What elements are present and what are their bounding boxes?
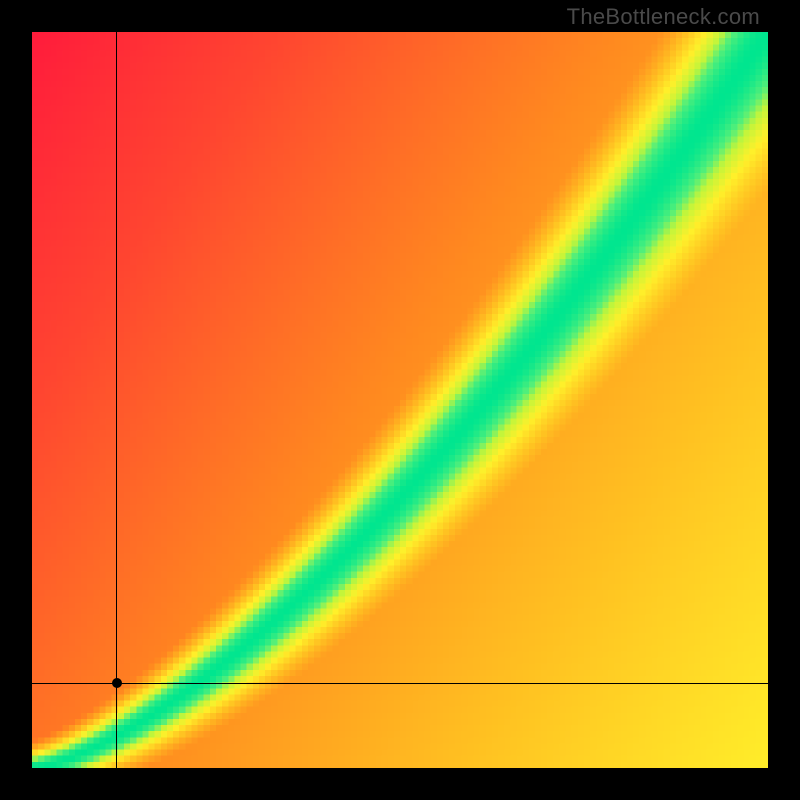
crosshair-horizontal [32,683,768,684]
heatmap-canvas [32,32,768,768]
heatmap-plot [32,32,768,768]
crosshair-marker [112,678,122,688]
crosshair-vertical [116,32,117,768]
watermark-text: TheBottleneck.com [567,4,760,30]
